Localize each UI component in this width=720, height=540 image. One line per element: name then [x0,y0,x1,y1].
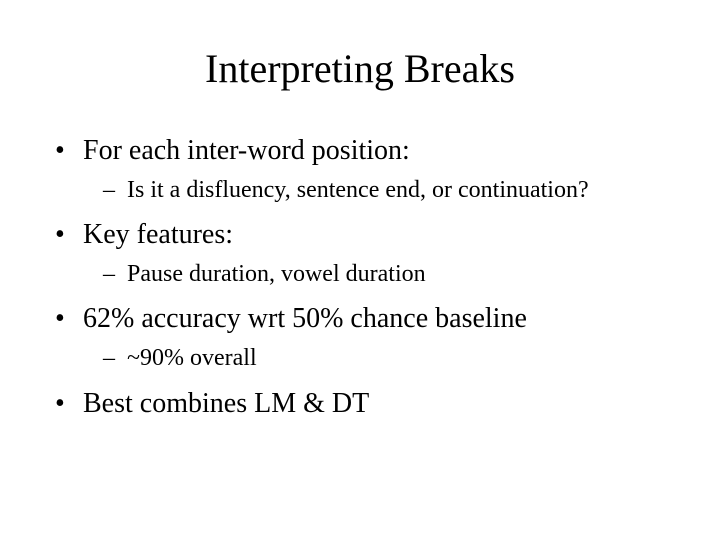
bullet-text: 62% accuracy wrt 50% chance baseline [83,303,527,334]
bullet-list-level2: ~90% overall [83,342,690,374]
bullet-list-level1: For each inter-word position: Is it a di… [55,132,690,422]
bullet-list-level2: Is it a disfluency, sentence end, or con… [83,174,690,206]
bullet-item: 62% accuracy wrt 50% chance baseline ~90… [55,300,690,374]
slide-content: For each inter-word position: Is it a di… [0,132,720,422]
bullet-list-level2: Pause duration, vowel duration [83,258,690,290]
sub-bullet-item: Is it a disfluency, sentence end, or con… [83,174,690,206]
bullet-text: For each inter-word position: [83,135,410,166]
sub-bullet-item: ~90% overall [83,342,690,374]
bullet-item: Best combines LM & DT [55,385,690,423]
slide: Interpreting Breaks For each inter-word … [0,0,720,540]
sub-bullet-text: Pause duration, vowel duration [127,261,426,287]
sub-bullet-text: Is it a disfluency, sentence end, or con… [127,177,589,203]
sub-bullet-item: Pause duration, vowel duration [83,258,690,290]
bullet-item: Key features: Pause duration, vowel dura… [55,216,690,290]
bullet-text: Key features: [83,219,233,250]
bullet-text: Best combines LM & DT [83,388,369,419]
slide-title: Interpreting Breaks [0,45,720,92]
bullet-item: For each inter-word position: Is it a di… [55,132,690,206]
sub-bullet-text: ~90% overall [127,345,257,371]
